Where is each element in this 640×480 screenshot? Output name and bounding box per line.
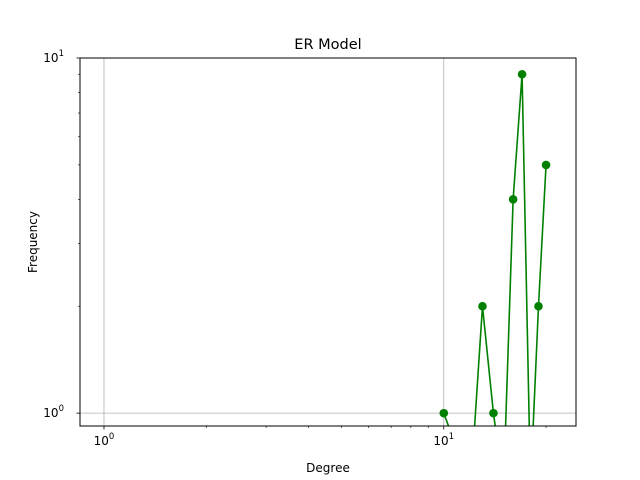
- data-point: [534, 301, 543, 311]
- ticks: 100 101 100 101: [43, 49, 547, 448]
- series: [439, 69, 551, 426]
- x-tick-label: 100: [94, 432, 115, 448]
- y-tick-label: 101: [43, 49, 64, 65]
- y-tick-label: 100: [43, 404, 64, 420]
- x-tick-label: 101: [433, 432, 454, 448]
- data-point: [508, 195, 518, 204]
- data-point: [478, 301, 487, 311]
- data-point: [439, 408, 449, 418]
- x-axis-label: Degree: [306, 461, 350, 475]
- data-point: [517, 69, 527, 79]
- y-axis-label: Frequency: [26, 211, 40, 273]
- series-line: [443, 74, 547, 426]
- axes-frame: [79, 57, 577, 427]
- series-line-group: [439, 69, 551, 426]
- chart-title: ER Model: [294, 37, 361, 53]
- data-point: [541, 160, 551, 170]
- data-point: [489, 408, 498, 418]
